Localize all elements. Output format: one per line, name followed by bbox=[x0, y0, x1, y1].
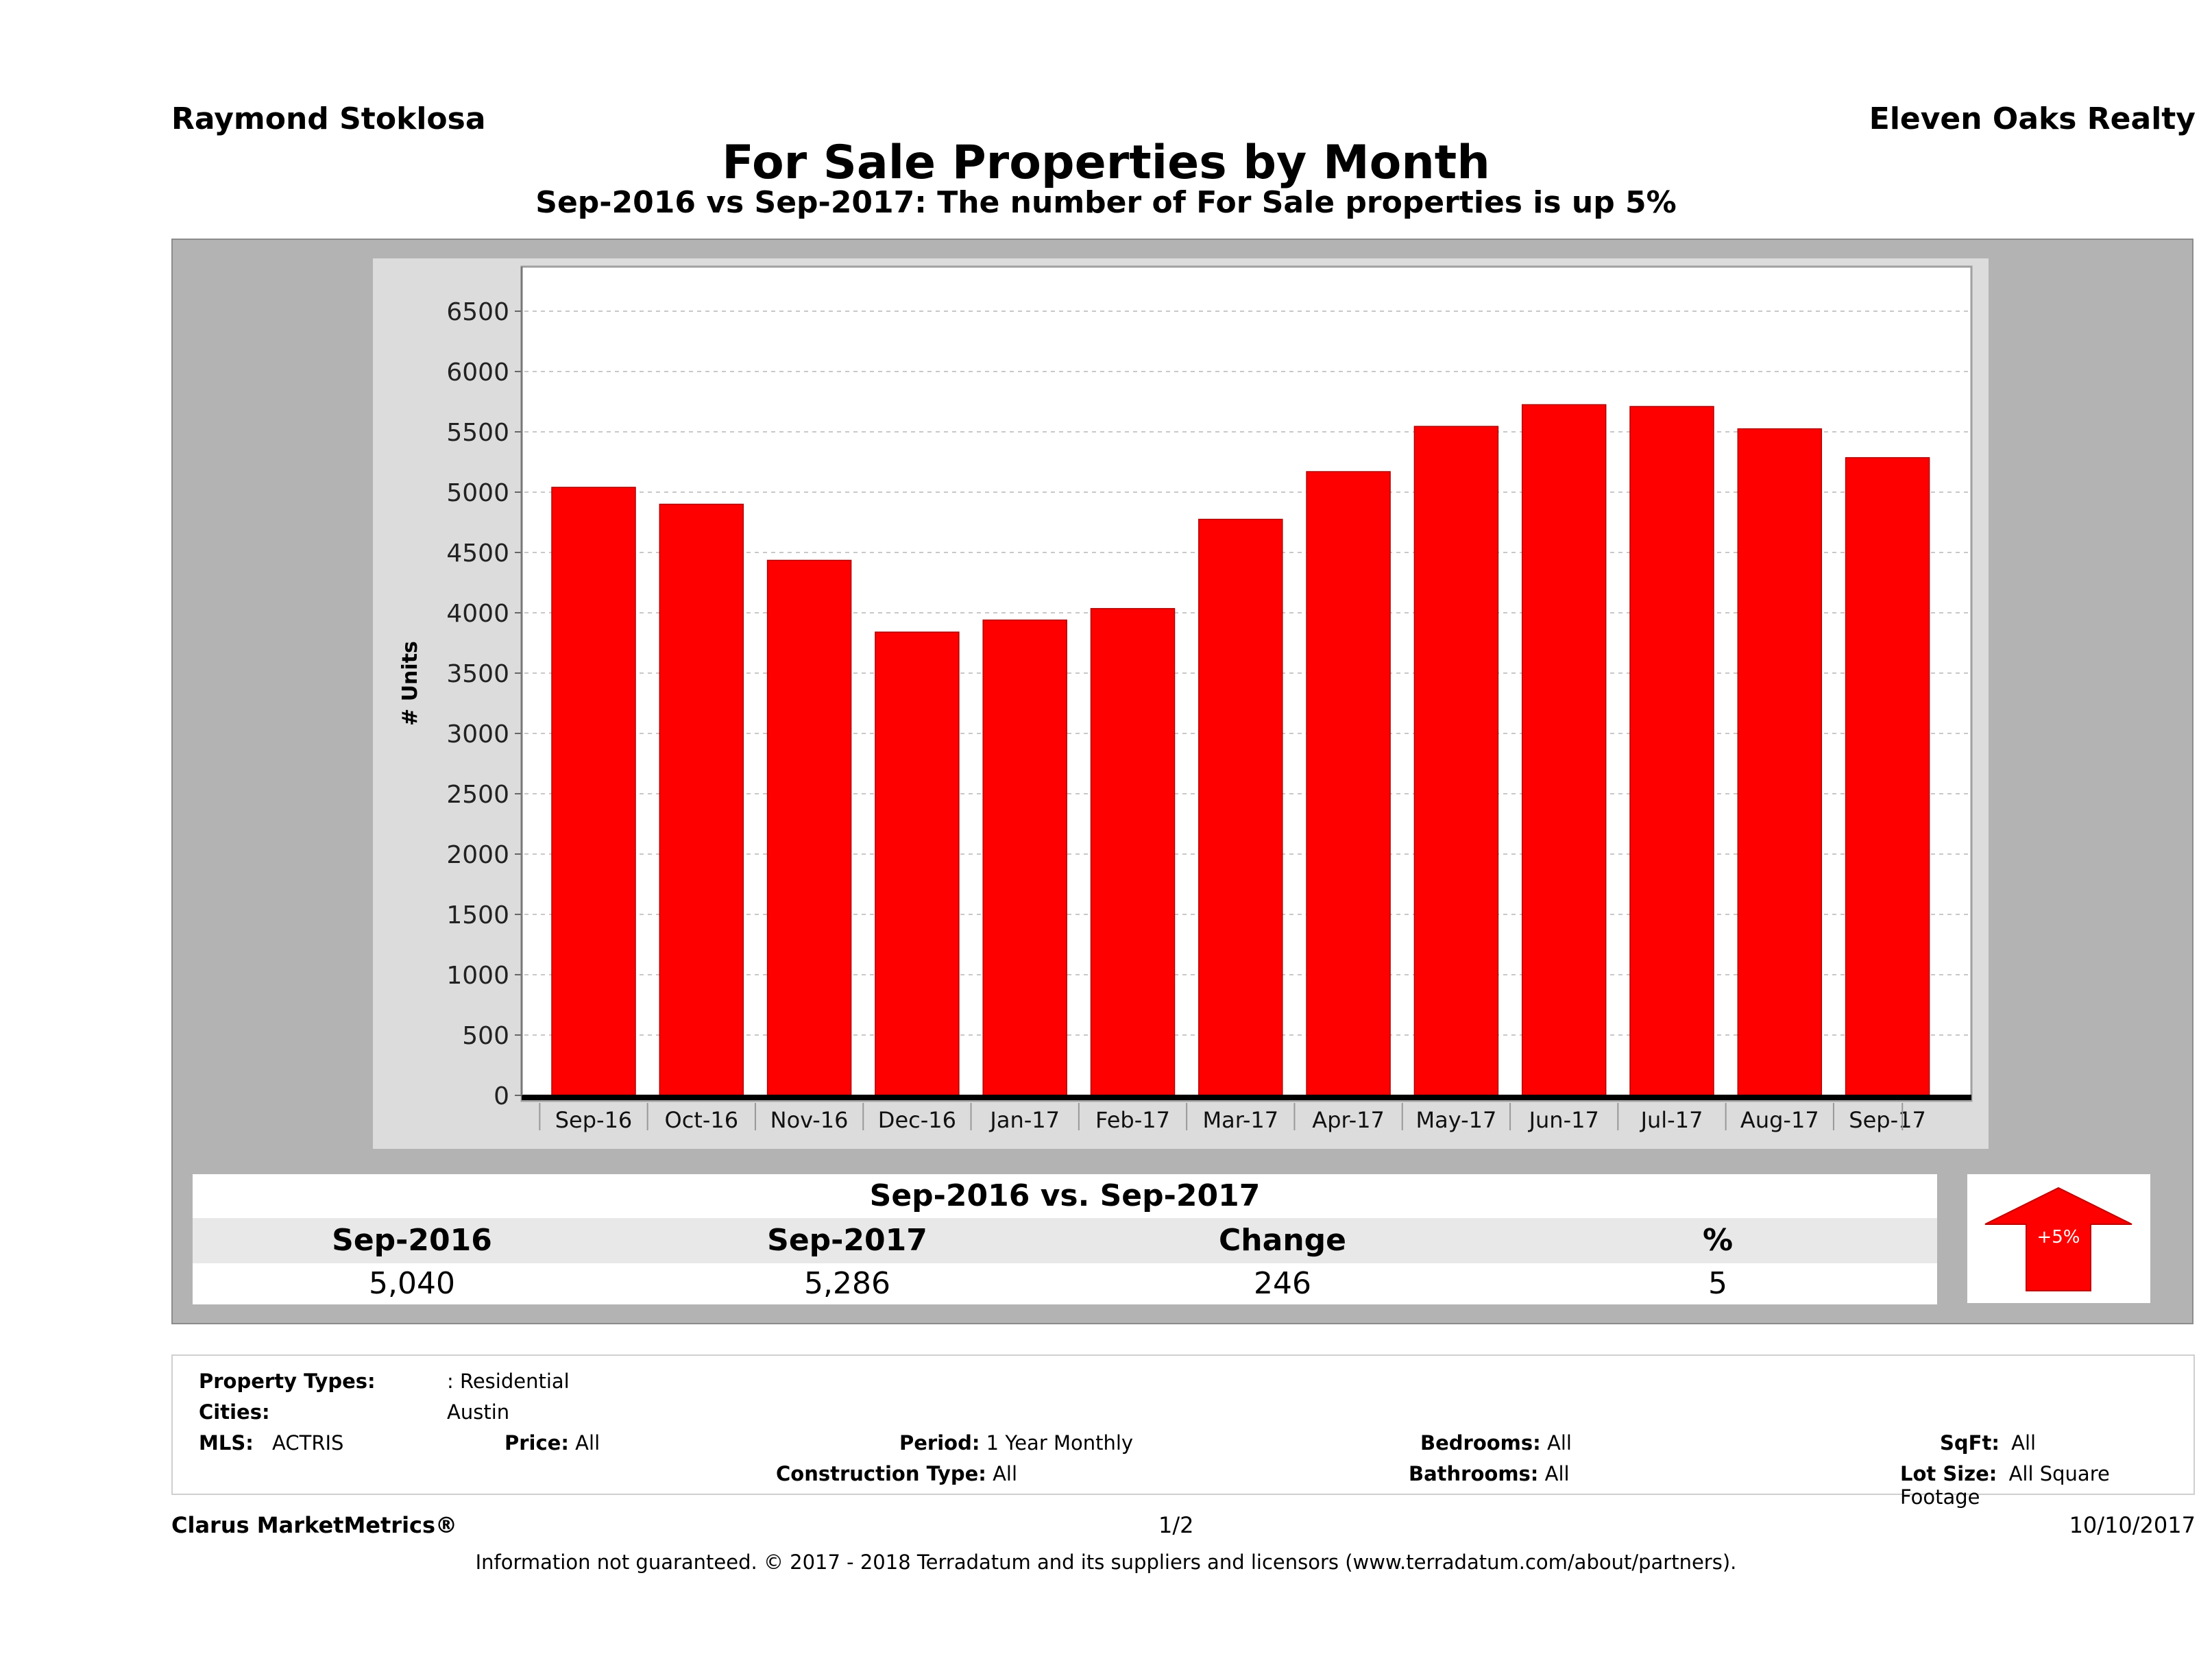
header-change: Change bbox=[1219, 1223, 1346, 1258]
x-tick-label: Jan-17 bbox=[988, 1107, 1060, 1133]
y-tick-label: 1000 bbox=[446, 962, 509, 990]
bar-apr-17 bbox=[1306, 471, 1391, 1096]
property-types-label: Property Types: bbox=[199, 1370, 376, 1393]
chart-subtitle: Sep-2016 vs Sep-2017: The number of For … bbox=[535, 185, 1677, 220]
header-sep-2017: Sep-2017 bbox=[767, 1223, 927, 1258]
sqft-value: All bbox=[2011, 1431, 2037, 1455]
bar-chart: 0 500 1000 1500 2000 2500 3000 3500 4000 4500 5000… bbox=[398, 265, 1973, 1133]
bar-nov-16 bbox=[766, 559, 852, 1096]
up-arrow-icon bbox=[1984, 1187, 2132, 1291]
bar-aug-17 bbox=[1737, 428, 1823, 1096]
bar-dec-16 bbox=[875, 631, 960, 1096]
bedrooms-value: All bbox=[1546, 1431, 1572, 1455]
x-tick-label: Sep-16 bbox=[555, 1107, 633, 1133]
disclaimer: Information not guaranteed. © 2017 - 201… bbox=[475, 1551, 1737, 1574]
lot-size-value: All Square Footage bbox=[1900, 1462, 2110, 1509]
comparison-values-row: 5,040 5,286 246 5 bbox=[193, 1263, 1937, 1304]
y-tick-label: 5500 bbox=[446, 419, 509, 447]
bar-sep-16 bbox=[551, 487, 636, 1096]
report-filters: Property Types: : Residential Cities: Au… bbox=[171, 1354, 2195, 1509]
construction-type-label: Construction Type: bbox=[776, 1462, 986, 1485]
comparison-title: Sep-2016 vs. Sep-2017 bbox=[193, 1174, 1937, 1218]
y-tick-label: 4500 bbox=[446, 539, 509, 568]
bar-jul-17 bbox=[1629, 406, 1714, 1096]
y-tick-label: 3000 bbox=[446, 720, 509, 749]
mls-label: MLS: bbox=[199, 1431, 254, 1455]
x-tick-label: Nov-16 bbox=[770, 1107, 849, 1133]
bathrooms-label: Bathrooms: bbox=[1409, 1462, 1539, 1485]
bar-sep-17 bbox=[1845, 457, 1930, 1096]
agent-name: Raymond Stoklosa bbox=[171, 101, 486, 136]
bar-jan-17 bbox=[982, 619, 1067, 1096]
x-tick-label: Jul-17 bbox=[1640, 1107, 1703, 1133]
y-tick-label: 6000 bbox=[446, 358, 509, 387]
bar-oct-16 bbox=[659, 503, 744, 1096]
x-tick-label: Feb-17 bbox=[1095, 1107, 1170, 1133]
header-sep-2016: Sep-2016 bbox=[332, 1223, 492, 1258]
change-badge: +5% bbox=[1967, 1174, 2150, 1303]
x-tick-label: Mar-17 bbox=[1203, 1107, 1279, 1133]
value-percent: 5 bbox=[1708, 1266, 1727, 1301]
cities-label: Cities: bbox=[199, 1400, 270, 1424]
price-label: Price: bbox=[505, 1431, 569, 1455]
chart-title: For Sale Properties by Month bbox=[722, 136, 1490, 190]
y-tick-label: 0 bbox=[494, 1082, 509, 1110]
badge-label: +5% bbox=[2037, 1227, 2080, 1248]
bedrooms-label: Bedrooms: bbox=[1420, 1431, 1541, 1455]
bar-feb-17 bbox=[1090, 608, 1176, 1096]
y-axis-label: # Units bbox=[398, 641, 422, 726]
y-tick-label: 6500 bbox=[446, 298, 509, 326]
period-label: Period: bbox=[899, 1431, 980, 1455]
value-sep-2017: 5,286 bbox=[804, 1266, 890, 1301]
page-number: 1/2 bbox=[1158, 1512, 1194, 1538]
x-tick-label: Oct-16 bbox=[665, 1107, 739, 1133]
y-tick-label: 2000 bbox=[446, 841, 509, 869]
y-tick-label: 5000 bbox=[446, 479, 509, 507]
x-tick-label: Dec-16 bbox=[878, 1107, 956, 1133]
bathrooms-value: All bbox=[1544, 1462, 1570, 1485]
brokerage-name: Eleven Oaks Realty bbox=[1869, 101, 2196, 136]
bar-mar-17 bbox=[1198, 518, 1283, 1096]
cities-value: Austin bbox=[447, 1400, 510, 1424]
y-tick-label: 1500 bbox=[446, 901, 509, 929]
x-tick-label: May-17 bbox=[1415, 1107, 1496, 1133]
mls-value: ACTRIS bbox=[272, 1431, 344, 1455]
period-value: 1 Year Monthly bbox=[986, 1431, 1134, 1455]
y-tick-label: 2500 bbox=[446, 781, 509, 809]
sqft-label: SqFt: bbox=[1940, 1431, 2000, 1455]
bar-may-17 bbox=[1413, 426, 1499, 1096]
lot-size-label: Lot Size: bbox=[1900, 1462, 1997, 1485]
price-value: All bbox=[575, 1431, 600, 1455]
footer-brand: Clarus MarketMetrics® bbox=[171, 1512, 458, 1538]
y-tick-label: 4000 bbox=[446, 600, 509, 628]
y-tick-label: 500 bbox=[462, 1022, 509, 1050]
construction-type-value: All bbox=[993, 1462, 1018, 1485]
property-types-value: : Residential bbox=[447, 1370, 570, 1393]
bar-jun-17 bbox=[1521, 404, 1607, 1096]
header-percent: % bbox=[1702, 1223, 1734, 1258]
x-tick-label: Apr-17 bbox=[1312, 1107, 1385, 1133]
x-tick-label: Jun-17 bbox=[1528, 1107, 1599, 1133]
report-date: 10/10/2017 bbox=[2069, 1512, 2196, 1538]
x-tick-label: Sep-17 bbox=[1849, 1107, 1926, 1133]
value-sep-2016: 5,040 bbox=[369, 1266, 455, 1301]
y-tick-label: 3500 bbox=[446, 660, 509, 688]
value-change: 246 bbox=[1254, 1266, 1311, 1301]
comparison-header-row: Sep-2016 Sep-2017 Change % bbox=[193, 1218, 1937, 1263]
x-tick-label: Aug-17 bbox=[1740, 1107, 1819, 1133]
